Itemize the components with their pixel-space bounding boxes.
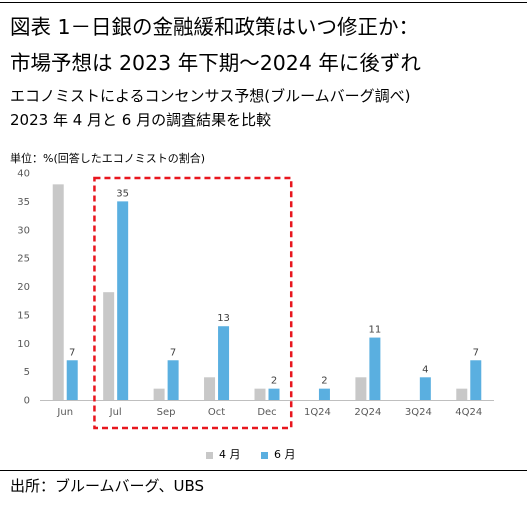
bar-april-jun [52, 184, 64, 400]
bar-june-4q24 [470, 360, 482, 400]
y-tick-label: 15 [17, 310, 30, 321]
data-label-june-sep: 7 [170, 347, 176, 358]
data-label-june-4q24: 7 [473, 347, 479, 358]
unit-label: 単位：%(回答したエコノミストの割合) [10, 152, 206, 165]
bar-chart: 0 5 10 15 20 25 30 35 40 7 Jun 35 Jul 7 Sep 13 Oct 2 Dec 2 1… [17, 169, 494, 430]
bar-april-sep [153, 388, 165, 400]
bar-june-jul [117, 201, 129, 400]
data-label-june-jul: 35 [116, 188, 129, 199]
x-tick-label-3q24: 3Q24 [405, 407, 432, 418]
x-tick-label-jun: Jun [56, 407, 73, 418]
data-label-june-dec: 2 [271, 376, 277, 387]
y-tick-label: 30 [17, 225, 30, 236]
y-tick-label: 20 [17, 282, 30, 293]
chart-title-line1: 図表 1－日銀の金融緩和政策はいつ修正か： [10, 15, 420, 39]
footer-rule [0, 470, 527, 471]
y-tick-label: 40 [17, 169, 30, 180]
bar-june-jun [66, 360, 78, 400]
data-label-june-3q24: 4 [422, 364, 428, 375]
data-label-june-1q24: 2 [321, 376, 327, 387]
legend-april-label: 4 月 [219, 448, 241, 461]
data-label-june-2q24: 11 [369, 325, 382, 336]
bar-june-dec [268, 388, 280, 400]
chart-title-line2: 市場予想は 2023 年下期～2024 年に後ずれ [10, 51, 421, 75]
chart-subtitle-line2: 2023 年 4 月と 6 月の調査結果を比較 [10, 111, 272, 129]
legend-june-label: 6 月 [274, 448, 296, 461]
x-tick-label-4q24: 4Q24 [455, 407, 482, 418]
legend-april: 4 月 [206, 446, 241, 462]
top-rule [0, 2, 527, 3]
legend-april-swatch [206, 451, 213, 459]
x-tick-label-dec: Dec [257, 407, 276, 418]
x-tick-label-sep: Sep [157, 407, 176, 418]
x-tick-label-oct: Oct [208, 407, 225, 418]
legend-june: 6 月 [261, 446, 296, 462]
bar-june-2q24 [369, 337, 381, 400]
bar-june-sep [167, 360, 179, 400]
bar-april-4q24 [456, 388, 468, 400]
y-tick-label: 35 [17, 197, 30, 208]
legend-june-swatch [261, 451, 268, 459]
y-tick-label: 5 [24, 367, 30, 378]
bar-april-dec [254, 388, 266, 400]
x-tick-label-jul: Jul [109, 407, 122, 418]
bar-april-oct [204, 377, 216, 400]
source-note: 出所：ブルームバーグ、UBS [10, 477, 205, 495]
highlight-box-jul-dec [93, 176, 293, 430]
y-tick-label: 10 [17, 339, 30, 350]
bar-june-3q24 [419, 377, 431, 400]
chart-subtitle-line1: エコノミストによるコンセンサス予想(ブルームバーグ調べ) [10, 87, 411, 105]
y-tick-label: 0 [24, 396, 30, 407]
data-label-june-jun: 7 [69, 347, 75, 358]
bar-june-oct [218, 326, 230, 400]
x-tick-label-1q24: 1Q24 [304, 407, 331, 418]
data-label-june-oct: 13 [217, 313, 230, 324]
y-tick-label: 25 [17, 254, 30, 265]
bar-april-jul [103, 292, 115, 400]
bar-june-1q24 [318, 388, 330, 400]
x-tick-label-2q24: 2Q24 [354, 407, 381, 418]
bar-april-2q24 [355, 377, 367, 400]
